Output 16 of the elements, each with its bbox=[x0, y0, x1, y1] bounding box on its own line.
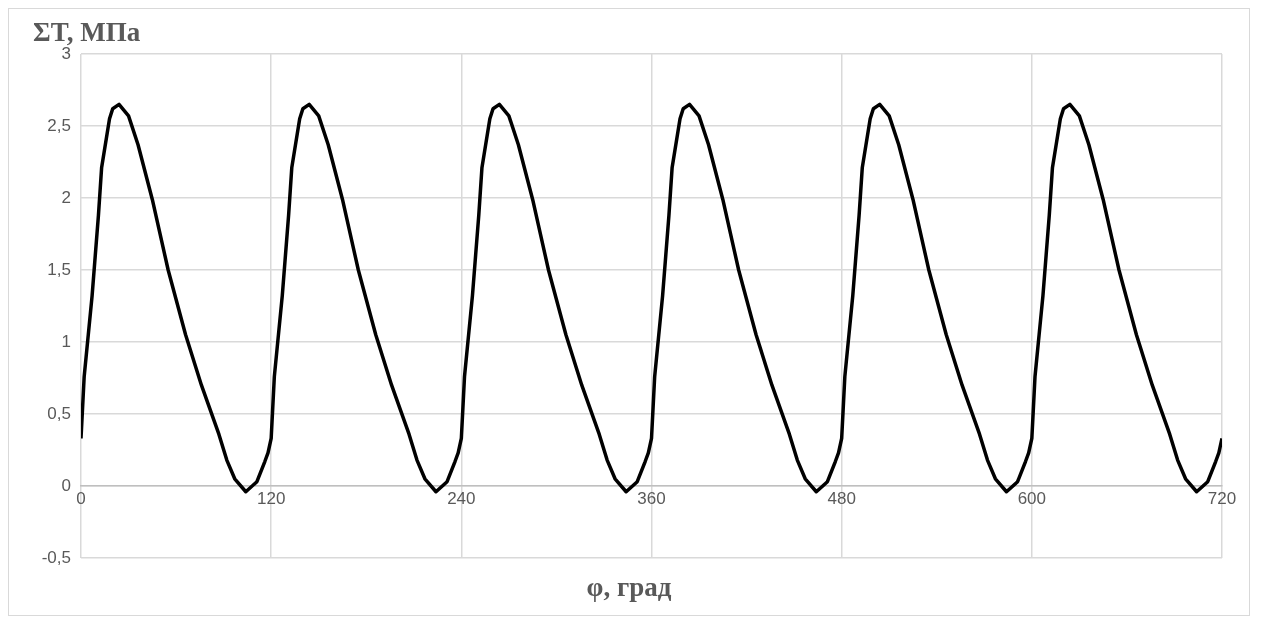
x-tick-label: 480 bbox=[827, 488, 856, 508]
y-tick-label: -0,5 bbox=[41, 547, 71, 567]
x-tick-label: 600 bbox=[1017, 488, 1047, 508]
y-tick-label: 2 bbox=[61, 187, 71, 207]
x-tick-label: 120 bbox=[256, 488, 286, 508]
x-tick-label: 240 bbox=[447, 488, 476, 508]
y-tick-label: 0 bbox=[61, 475, 71, 495]
y-axis-title: ΣT, МПа bbox=[33, 17, 141, 47]
x-tick-label: 360 bbox=[637, 488, 666, 508]
y-tick-label: 0,5 bbox=[47, 403, 71, 423]
x-tick-label: 720 bbox=[1207, 488, 1237, 508]
y-tick-label: 1,5 bbox=[47, 259, 71, 279]
y-tick-label: 2,5 bbox=[47, 115, 71, 135]
x-tick-label: 0 bbox=[76, 488, 86, 508]
x-axis-title: φ, град bbox=[585, 572, 673, 603]
y-tick-label: 1 bbox=[61, 331, 71, 351]
